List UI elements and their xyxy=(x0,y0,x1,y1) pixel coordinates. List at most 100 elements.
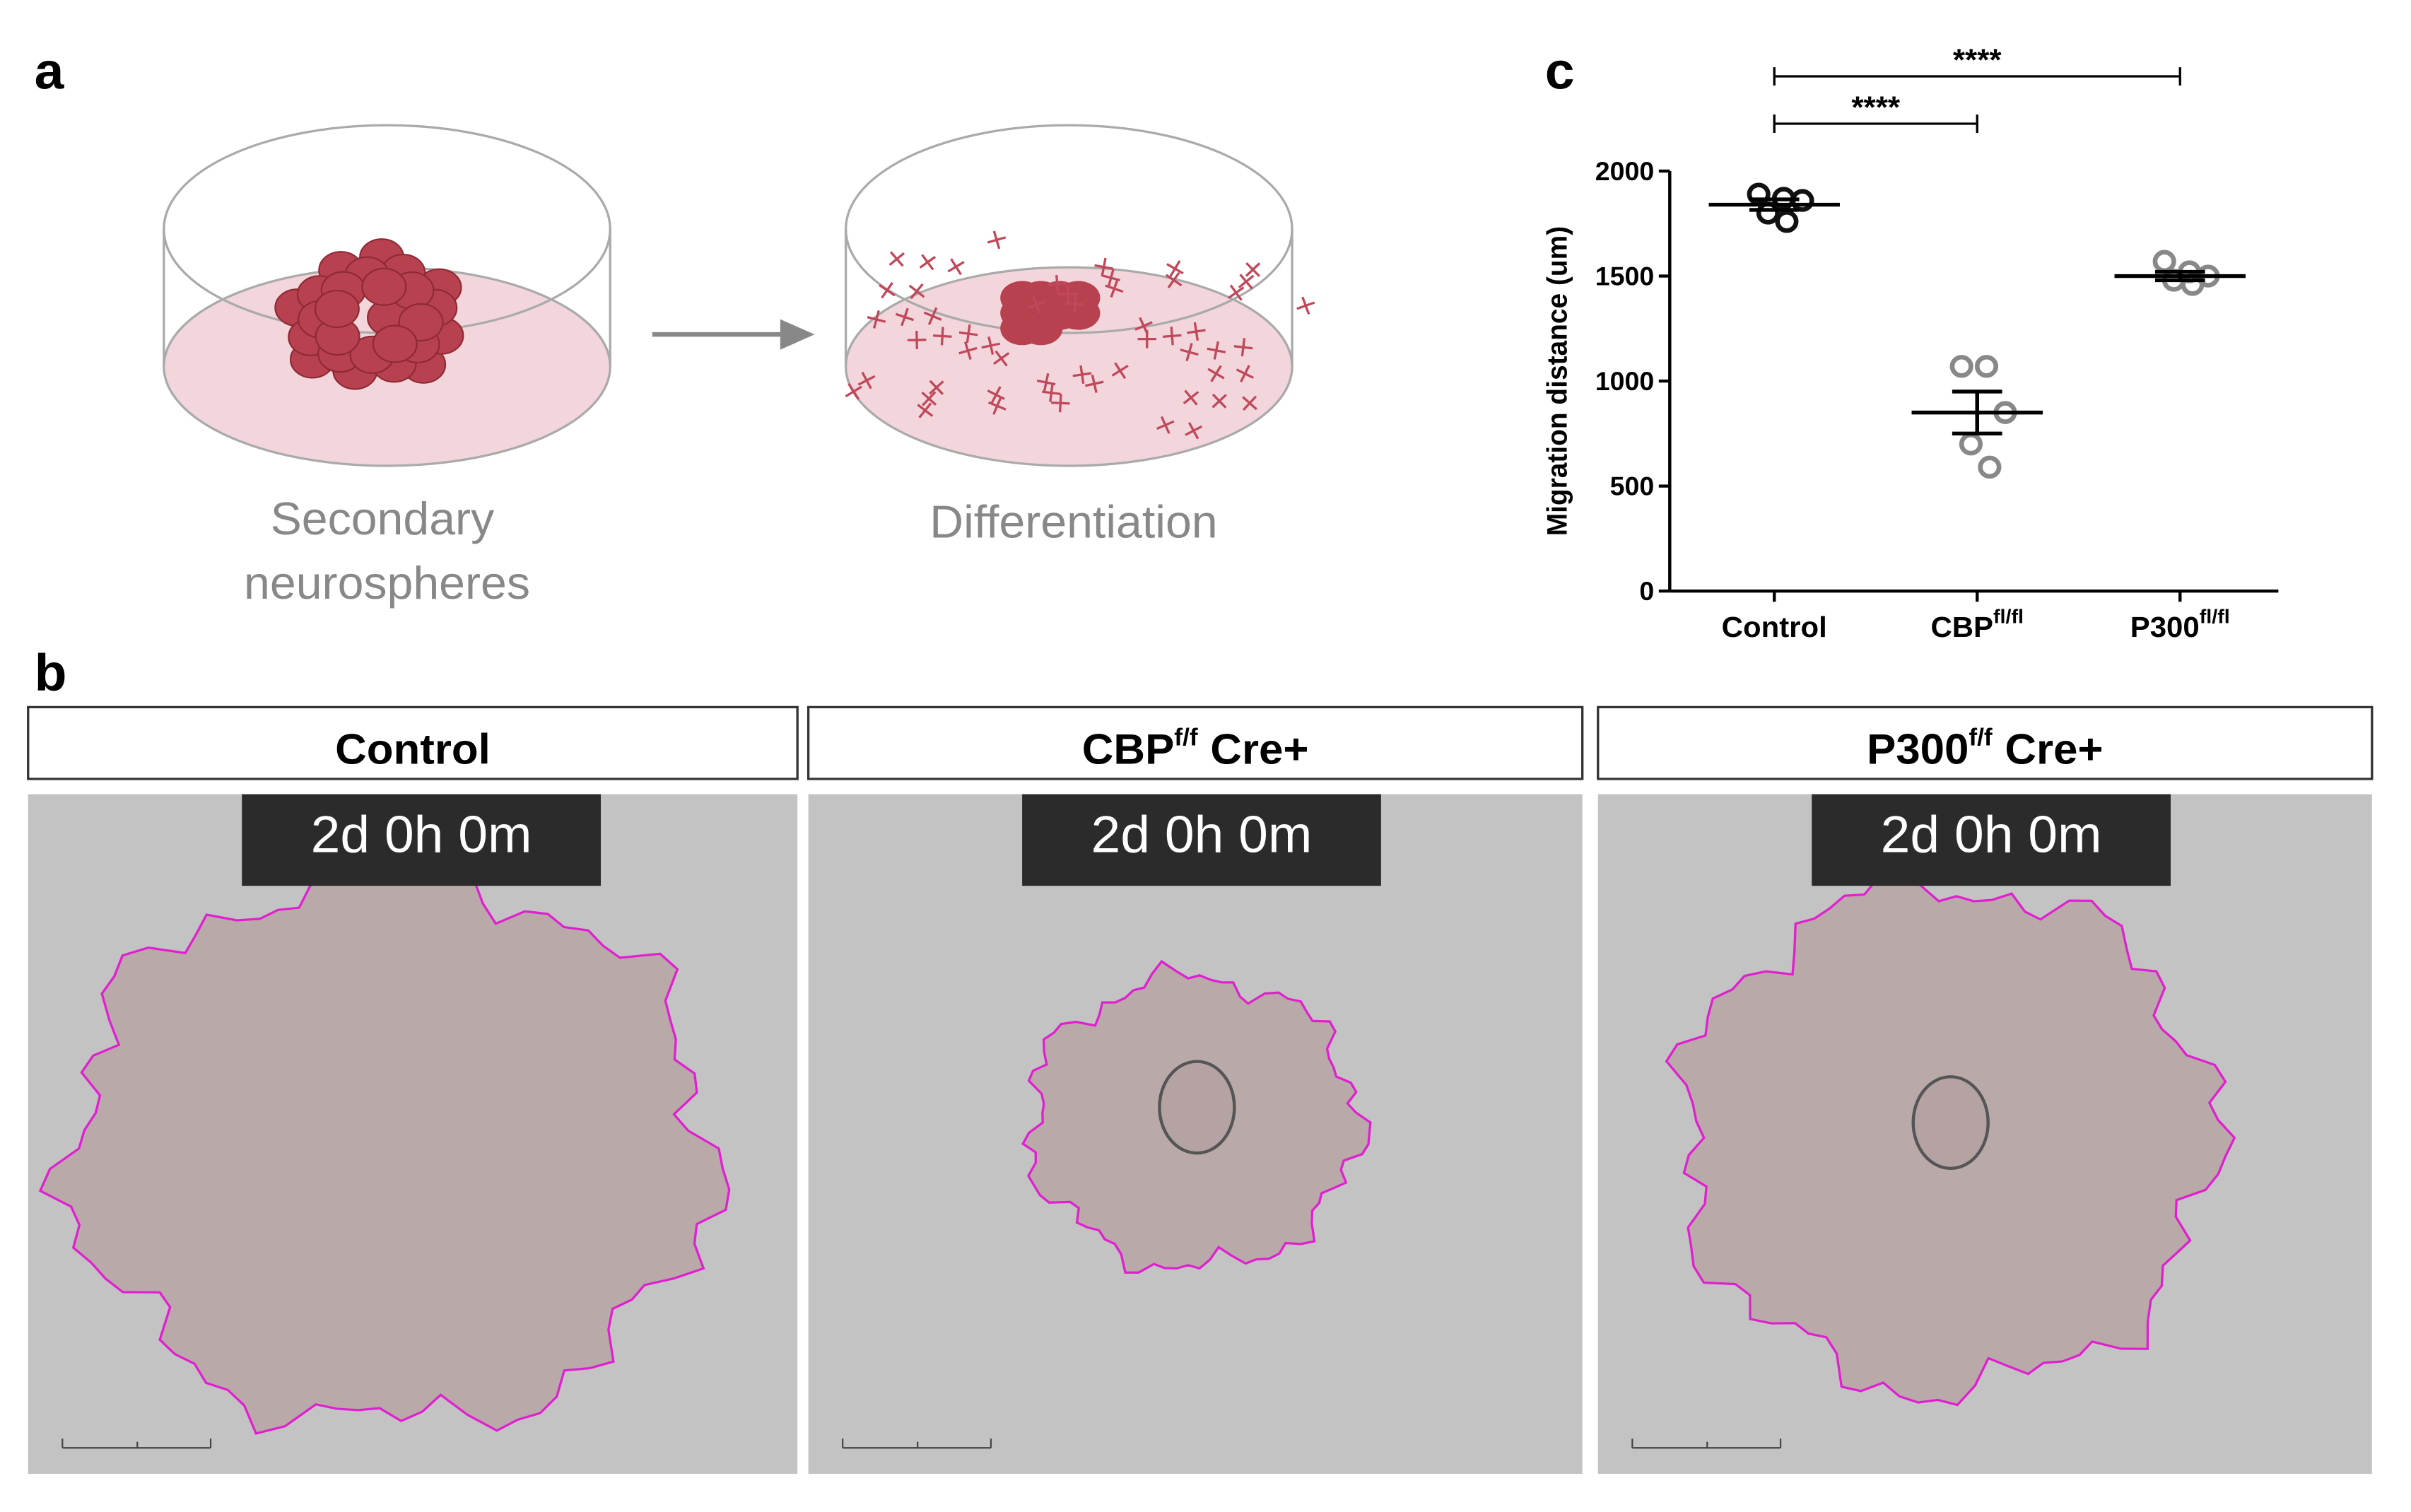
title-suffix: Cre+ xyxy=(2005,725,2103,773)
title-sup: f/f xyxy=(1969,724,1993,751)
cell xyxy=(1242,395,1257,411)
cell xyxy=(1072,365,1092,384)
error-bar xyxy=(2154,269,2205,283)
panel-label: b xyxy=(35,643,67,701)
cell xyxy=(919,254,937,271)
cell xyxy=(1233,338,1253,357)
cell xyxy=(895,307,915,327)
cell xyxy=(1027,295,1046,314)
cell xyxy=(361,267,407,306)
timestamp: 2d 0h 0m xyxy=(1091,805,1313,863)
cell xyxy=(987,386,1005,404)
category-sup: fl/fl xyxy=(1993,606,2024,628)
colony xyxy=(1021,959,1372,1274)
y-tick-label: 1000 xyxy=(1595,366,1654,396)
timestamp-box xyxy=(1812,794,2171,886)
cell xyxy=(1056,296,1101,330)
x-tick-label: CBPfl/fl xyxy=(1930,606,2024,643)
significance-label: **** xyxy=(1953,43,2002,77)
y-tick-label: 1500 xyxy=(1595,262,1654,291)
y-tick-label: 0 xyxy=(1639,576,1654,606)
cell xyxy=(981,336,1000,355)
colony xyxy=(38,852,731,1435)
colony-outline xyxy=(38,852,731,1435)
title-suffix: Cre+ xyxy=(1210,725,1308,773)
significance-bracket xyxy=(1773,67,2181,86)
panel-label: c xyxy=(1545,42,1575,100)
cell xyxy=(1162,327,1182,346)
cell xyxy=(1101,269,1121,288)
error-bar xyxy=(1749,197,1800,212)
data-point xyxy=(1974,355,1999,378)
cell xyxy=(1296,296,1315,315)
caption: Secondary xyxy=(271,493,495,544)
panel-title: P300f/f Cre+ xyxy=(1867,724,2104,773)
cell xyxy=(1065,295,1085,314)
data-point xyxy=(1959,432,1983,456)
cell xyxy=(1156,416,1175,434)
title-sup: f/f xyxy=(1174,724,1198,751)
timestamp: 2d 0h 0m xyxy=(311,805,532,863)
cell xyxy=(1183,389,1199,406)
title: P300 xyxy=(1867,725,1969,773)
panel-title: Control xyxy=(335,725,491,773)
cell xyxy=(1236,365,1254,382)
cell xyxy=(1036,373,1056,392)
y-axis-label: Migration distance (um) xyxy=(1542,226,1573,536)
cell xyxy=(1134,317,1153,335)
cell xyxy=(314,289,360,328)
cell xyxy=(1180,343,1199,362)
caption: neurospheres xyxy=(244,558,530,609)
cell xyxy=(372,324,418,363)
differentiated-cells xyxy=(845,230,1315,440)
cell xyxy=(1238,274,1255,290)
significance-bracket xyxy=(1773,115,1978,133)
x-tick-label: P300fl/fl xyxy=(2130,606,2230,643)
significance-label: **** xyxy=(1851,90,1900,124)
cell xyxy=(958,341,978,361)
cell xyxy=(1185,422,1203,440)
panel-title: CBPf/f Cre+ xyxy=(1082,724,1309,773)
scale-bar xyxy=(61,1438,212,1449)
category-sup: fl/fl xyxy=(2200,606,2230,628)
cell xyxy=(1019,311,1063,346)
cell xyxy=(1212,393,1227,409)
cell xyxy=(1207,365,1225,382)
cell xyxy=(1111,362,1129,380)
cell xyxy=(1048,275,1067,294)
cell xyxy=(932,327,952,346)
colony xyxy=(1665,860,2236,1407)
data-point xyxy=(2152,250,2176,273)
data-point xyxy=(1775,210,1799,233)
cell xyxy=(1050,394,1070,413)
category: P300 xyxy=(2130,610,2200,643)
cell xyxy=(958,324,978,344)
header-box xyxy=(1597,705,2374,780)
timestamp-box xyxy=(1022,794,1381,886)
cell xyxy=(1245,262,1261,277)
category: Control xyxy=(1722,610,1827,643)
cell xyxy=(879,282,896,299)
arrow xyxy=(652,319,815,350)
neurosphere xyxy=(274,238,464,390)
cell xyxy=(987,397,1007,415)
caption: Differentiation xyxy=(929,496,1217,547)
cell xyxy=(1187,322,1206,341)
cell xyxy=(857,371,876,389)
cell xyxy=(908,283,925,300)
cell xyxy=(845,382,862,400)
scale-bar xyxy=(1631,1438,1782,1449)
title: CBP xyxy=(1082,725,1175,773)
cell xyxy=(917,402,934,418)
category: CBP xyxy=(1930,610,1993,643)
cell xyxy=(947,258,965,276)
cell xyxy=(923,307,942,325)
cell xyxy=(1094,257,1113,276)
y-tick-label: 2000 xyxy=(1595,156,1654,186)
title: Control xyxy=(335,725,491,773)
y-tick-label: 500 xyxy=(1610,471,1655,501)
cell xyxy=(1137,329,1156,348)
cell xyxy=(867,310,886,329)
x-tick-label: Control xyxy=(1722,610,1827,643)
